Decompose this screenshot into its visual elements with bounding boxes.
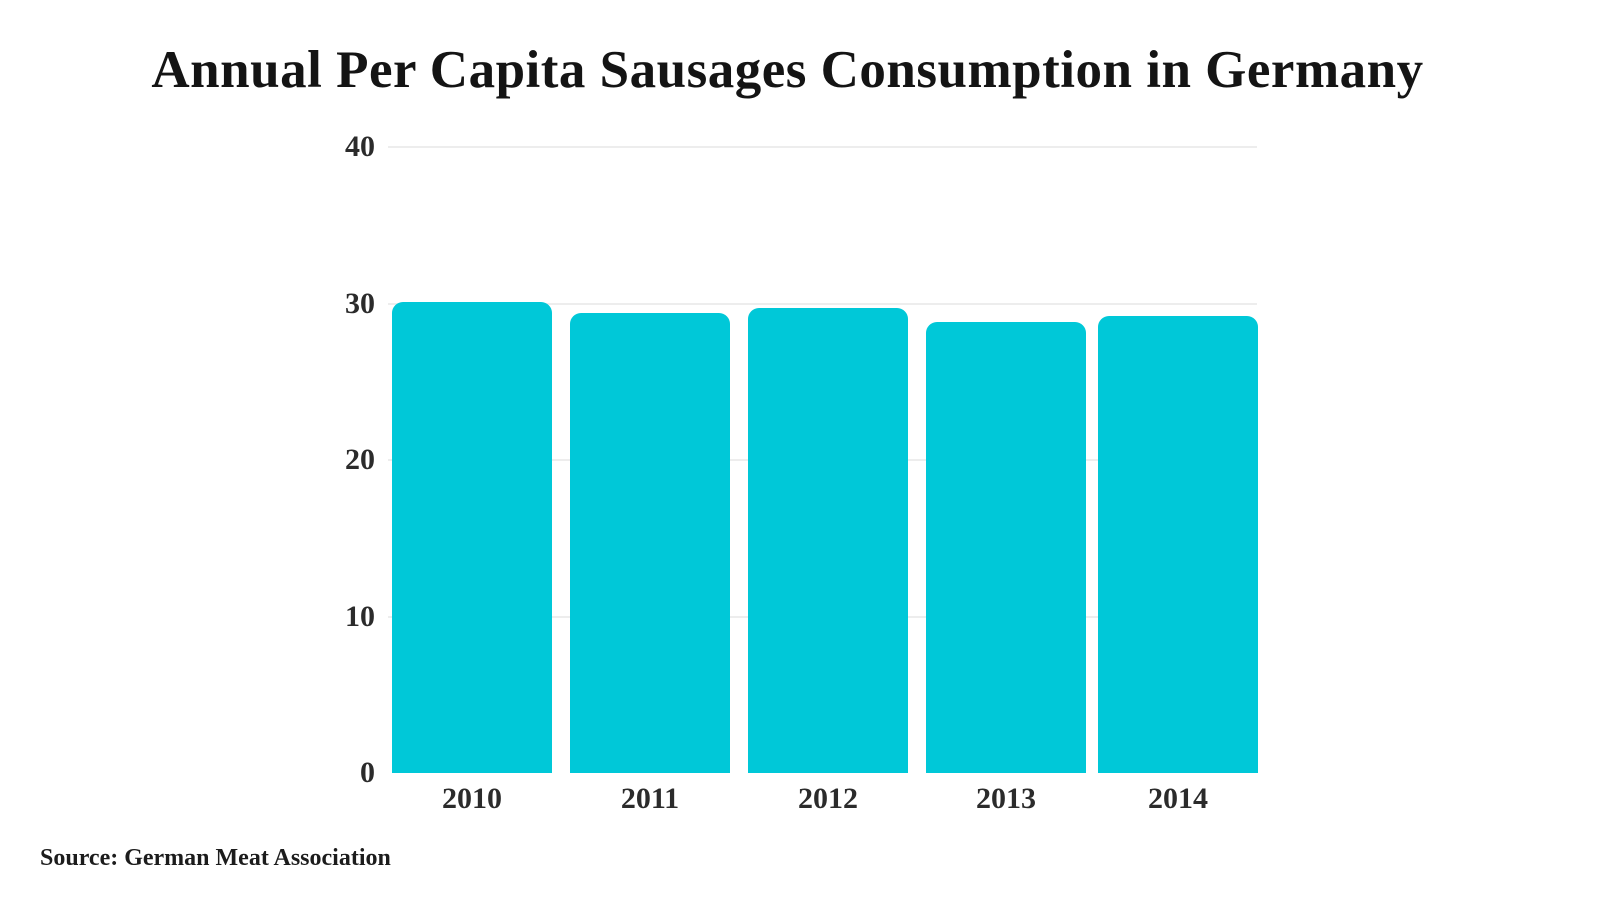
gridline-40	[388, 146, 1257, 148]
bar-2014	[1098, 316, 1258, 773]
y-tick-label-0: 0	[360, 756, 375, 789]
source-note: Source: German Meat Association	[40, 845, 391, 871]
x-tick-label-2013: 2013	[976, 782, 1036, 815]
y-tick-label-30: 30	[345, 286, 375, 320]
x-tick-label-2011: 2011	[620, 782, 680, 815]
bar-2012	[748, 308, 908, 773]
y-axis: 40 30 20 10 0	[0, 0, 375, 900]
chart-title: Annual Per Capita Sausages Consumption i…	[151, 41, 1424, 99]
y-tick-label-10: 10	[345, 599, 375, 633]
plot-area	[388, 146, 1258, 773]
y-tick-label-40: 40	[345, 130, 375, 163]
x-tick-label-2012: 2012	[798, 782, 858, 815]
x-tick-label-2014: 2014	[1148, 782, 1208, 815]
bar-2011	[570, 312, 730, 773]
bar-2010	[392, 301, 552, 773]
y-tick-label-20: 20	[345, 443, 375, 476]
bar-2013	[926, 322, 1086, 773]
gridline-30	[388, 302, 1257, 305]
x-axis: 2010 2011 2012 2013 2014	[388, 784, 1257, 824]
x-tick-label-2010: 2010	[442, 782, 502, 815]
